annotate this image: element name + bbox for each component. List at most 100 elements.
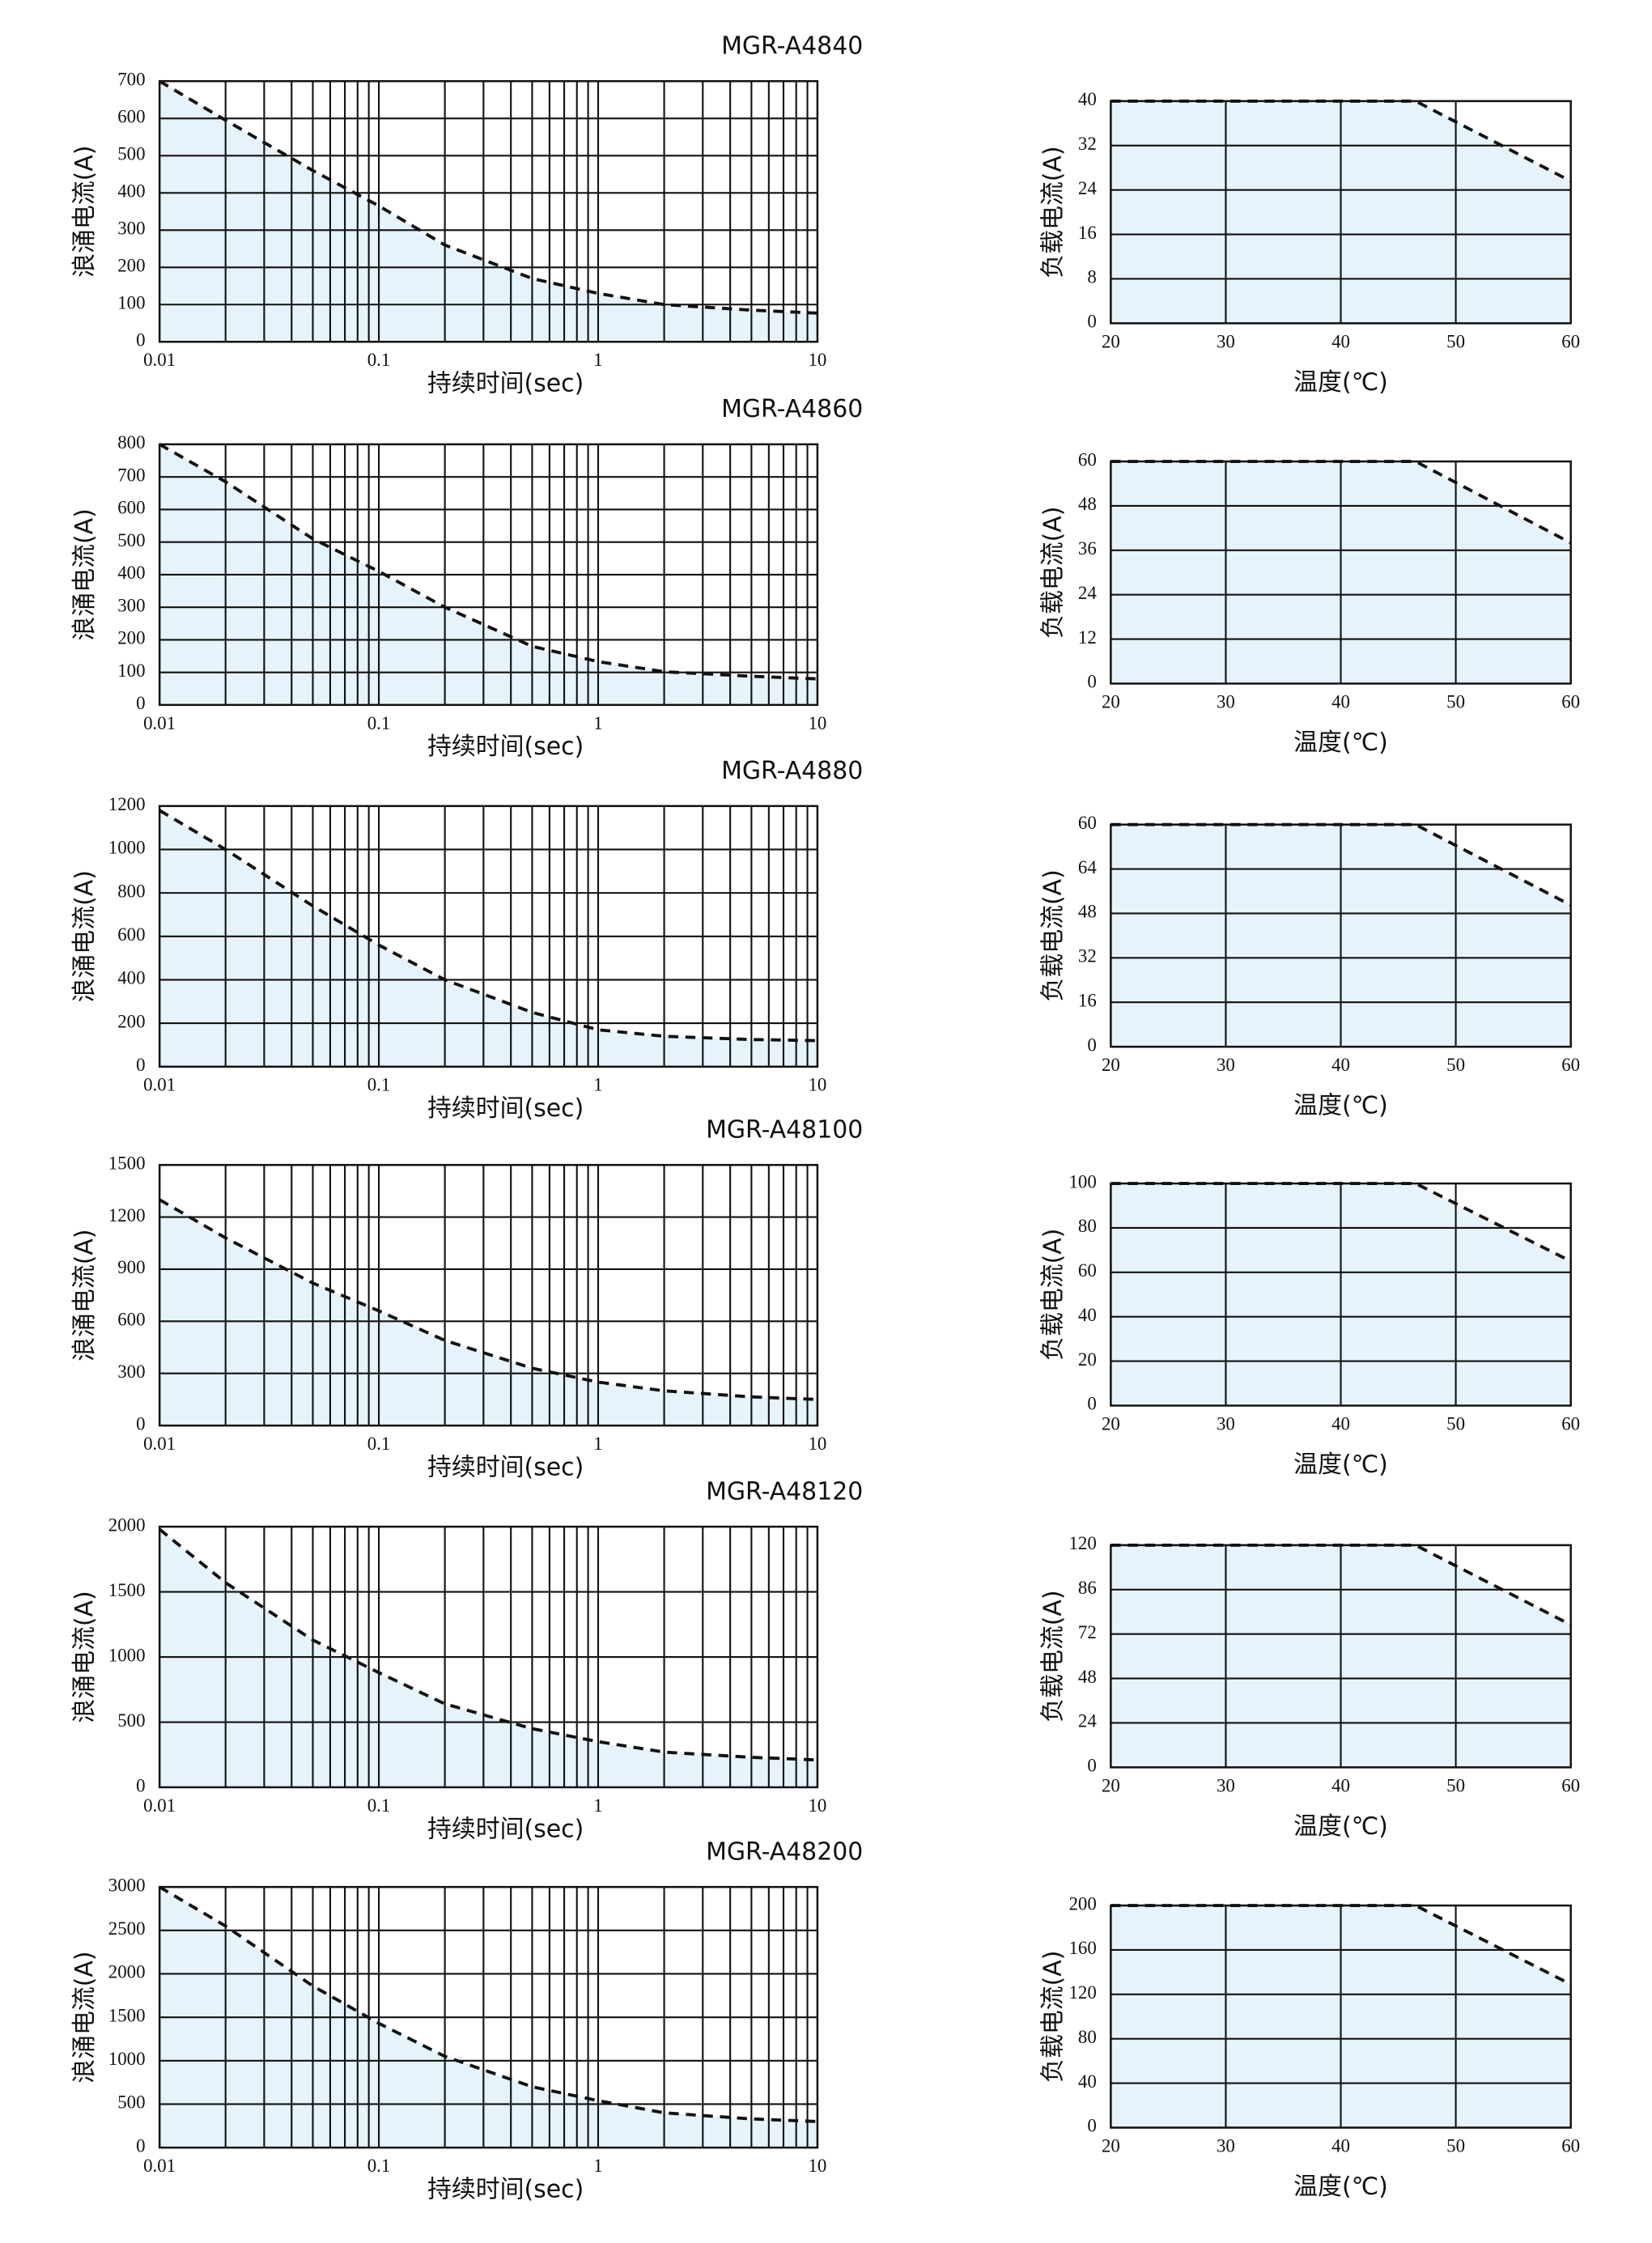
y-tick-label: 60: [1078, 449, 1097, 469]
y-tick-label: 160: [1068, 1938, 1096, 1958]
area-fill: [159, 1200, 818, 1426]
y-tick-label: 60: [1078, 813, 1097, 833]
y-tick-label: 600: [117, 107, 145, 127]
y-tick-label: 2500: [108, 1918, 146, 1939]
x-axis-label: 温度(℃): [1293, 1812, 1388, 1841]
x-axis-label: 持续时间(sec): [427, 733, 584, 761]
x-tick-label: 40: [1331, 1055, 1350, 1075]
y-tick-label: 500: [117, 2092, 145, 2113]
y-axis-label: 浪涌电流(A): [70, 146, 99, 278]
x-tick-label: 40: [1331, 331, 1350, 351]
x-tick-label: 10: [809, 2156, 827, 2176]
x-tick-label: 40: [1331, 2135, 1350, 2156]
plot-frame: [158, 443, 819, 707]
x-tick-label: 10: [809, 713, 827, 733]
y-tick-label: 700: [117, 70, 145, 90]
data-line: [159, 1198, 818, 1401]
y-tick-label: 0: [136, 1775, 145, 1795]
y-tick-label: 500: [117, 530, 145, 550]
y-axis-label: 浪涌电流(A): [70, 870, 99, 1002]
x-axis-label: 温度(℃): [1293, 729, 1388, 757]
x-tick-label: 20: [1102, 1413, 1120, 1434]
x-tick-label: 20: [1102, 691, 1120, 712]
plot-frame: [158, 1163, 819, 1427]
data-line: [159, 809, 818, 1043]
x-tick-label: 30: [1217, 331, 1235, 351]
y-tick-label: 400: [117, 968, 145, 988]
y-axis-label: 浪涌电流(A): [70, 1951, 99, 2083]
y-tick-label: 0: [136, 1413, 145, 1434]
x-tick-label: 20: [1102, 2135, 1120, 2156]
x-tick-label: 0.1: [367, 2156, 391, 2176]
y-axis-label: 负载电流(A): [1038, 1590, 1067, 1722]
y-tick-label: 1000: [108, 2049, 146, 2069]
x-tick-label: 0.1: [367, 713, 391, 733]
area-fill: [159, 81, 818, 342]
y-tick-label: 0: [1087, 2116, 1096, 2136]
area-fill: [159, 1887, 818, 2148]
chart: 0 500 1000 1500 2000 2500 3000 0.01 0.1 1 10 MGR-A4…: [70, 1837, 863, 2203]
y-tick-label: 2000: [108, 1514, 146, 1535]
data-line: [159, 1885, 818, 2123]
y-tick-label: 200: [1068, 1893, 1096, 1914]
y-tick-label: 0: [1087, 1394, 1096, 1414]
y-tick-label: 120: [1068, 1982, 1096, 2003]
y-tick-label: 700: [117, 465, 145, 485]
chart: 0 100 200 300 400 500 600 700 0.01 0.1 1 10 MGR-A484…: [70, 32, 863, 398]
chart: 0 24 48 72 86 120 20 30 40 50 60 温度(℃) 负载电流(A): [1038, 1533, 1580, 1841]
y-tick-label: 2000: [108, 1962, 146, 1982]
y-tick-label: 0: [136, 693, 145, 713]
plot-frame: [158, 805, 819, 1068]
x-axis-label: 持续时间(sec): [427, 1815, 584, 1843]
x-tick-label: 1: [593, 1434, 602, 1454]
x-tick-label: 40: [1331, 1775, 1350, 1795]
x-tick-label: 20: [1102, 1775, 1120, 1795]
x-tick-label: 0.01: [143, 350, 176, 370]
y-tick-label: 1000: [108, 838, 146, 858]
y-tick-label: 80: [1078, 1216, 1097, 1236]
plot-frame: [158, 80, 819, 343]
data-line: [158, 1527, 818, 1762]
y-axis-label: 浪涌电流(A): [70, 1591, 99, 1723]
x-tick-label: 0.01: [143, 1075, 176, 1095]
y-tick-label: 0: [136, 329, 145, 350]
x-tick-label: 50: [1446, 1055, 1465, 1075]
plot-frame: [158, 1885, 819, 2149]
chart: 0 200 400 600 800 1000 1200 0.01 0.1 1 10 MGR-A4880…: [70, 757, 863, 1123]
x-tick-label: 50: [1446, 691, 1465, 712]
y-tick-label: 0: [1087, 312, 1096, 332]
y-tick-label: 0: [1087, 1756, 1096, 1776]
chart: 0 500 1000 1500 2000 0.01 0.1 1 10 MGR-A48120 持续时间…: [70, 1477, 863, 1843]
y-tick-label: 48: [1078, 494, 1097, 514]
y-tick-label: 600: [117, 1310, 145, 1330]
chart-title: MGR-A4880: [721, 757, 863, 785]
chart-title: MGR-A4860: [721, 395, 863, 423]
y-tick-label: 0: [136, 2135, 145, 2156]
x-tick-label: 0.01: [143, 1795, 176, 1816]
y-tick-label: 500: [117, 1710, 145, 1731]
chart: 0 12 24 36 48 60 20 30 40 50 60 温度(℃) 负载电流(A): [1038, 449, 1580, 757]
y-tick-label: 48: [1078, 1667, 1097, 1687]
y-tick-label: 300: [117, 595, 145, 615]
y-tick-label: 48: [1078, 902, 1097, 922]
chart: 0 100 200 300 400 500 600 700 800 0.01 0.1 1 10 MGR-A…: [70, 395, 863, 761]
chart: 0 40 80 120 160 200 20 30 40 50 60 温度(℃) 负载电流(A): [1038, 1893, 1580, 2201]
y-tick-label: 1200: [108, 794, 146, 814]
area-fill: [159, 1529, 818, 1788]
x-axis-label: 持续时间(sec): [427, 1453, 584, 1481]
y-tick-label: 800: [117, 432, 145, 452]
y-tick-label: 16: [1078, 990, 1097, 1010]
x-axis-label: 温度(℃): [1293, 368, 1388, 397]
x-tick-label: 60: [1561, 1413, 1580, 1434]
y-axis-label: 负载电流(A): [1038, 507, 1067, 639]
x-axis-label: 温度(℃): [1293, 1092, 1388, 1120]
x-tick-label: 40: [1331, 1413, 1350, 1434]
y-axis-label: 负载电流(A): [1038, 1951, 1067, 2083]
x-tick-label: 50: [1446, 1413, 1465, 1434]
y-tick-label: 900: [117, 1257, 145, 1277]
chart: 0 16 32 48 64 60 20 30 40 50 60 温度(℃) 负载电流(A): [1038, 813, 1580, 1120]
x-tick-label: 1: [593, 1075, 602, 1095]
y-tick-label: 600: [117, 924, 145, 945]
y-tick-label: 86: [1078, 1578, 1097, 1598]
